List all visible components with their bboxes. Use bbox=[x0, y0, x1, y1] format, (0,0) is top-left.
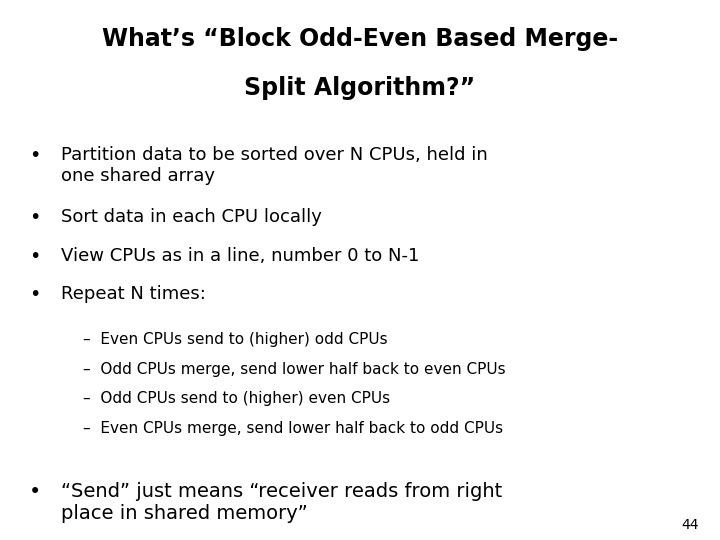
Text: –  Even CPUs send to (higher) odd CPUs: – Even CPUs send to (higher) odd CPUs bbox=[83, 332, 387, 347]
Text: –  Even CPUs merge, send lower half back to odd CPUs: – Even CPUs merge, send lower half back … bbox=[83, 421, 503, 436]
Text: •: • bbox=[29, 208, 40, 227]
Text: “Send” just means “receiver reads from right
place in shared memory”: “Send” just means “receiver reads from r… bbox=[61, 482, 503, 523]
Text: View CPUs as in a line, number 0 to N-1: View CPUs as in a line, number 0 to N-1 bbox=[61, 247, 420, 265]
Text: What’s “Block Odd-Even Based Merge-: What’s “Block Odd-Even Based Merge- bbox=[102, 27, 618, 51]
Text: Sort data in each CPU locally: Sort data in each CPU locally bbox=[61, 208, 322, 226]
Text: Partition data to be sorted over N CPUs, held in
one shared array: Partition data to be sorted over N CPUs,… bbox=[61, 146, 488, 185]
Text: –  Odd CPUs merge, send lower half back to even CPUs: – Odd CPUs merge, send lower half back t… bbox=[83, 362, 505, 377]
Text: •: • bbox=[29, 146, 40, 165]
Text: •: • bbox=[29, 285, 40, 303]
Text: •: • bbox=[29, 247, 40, 266]
Text: Repeat N times:: Repeat N times: bbox=[61, 285, 206, 302]
Text: 44: 44 bbox=[681, 518, 698, 532]
Text: Split Algorithm?”: Split Algorithm?” bbox=[244, 76, 476, 99]
Text: •: • bbox=[29, 482, 41, 502]
Text: –  Odd CPUs send to (higher) even CPUs: – Odd CPUs send to (higher) even CPUs bbox=[83, 392, 390, 407]
